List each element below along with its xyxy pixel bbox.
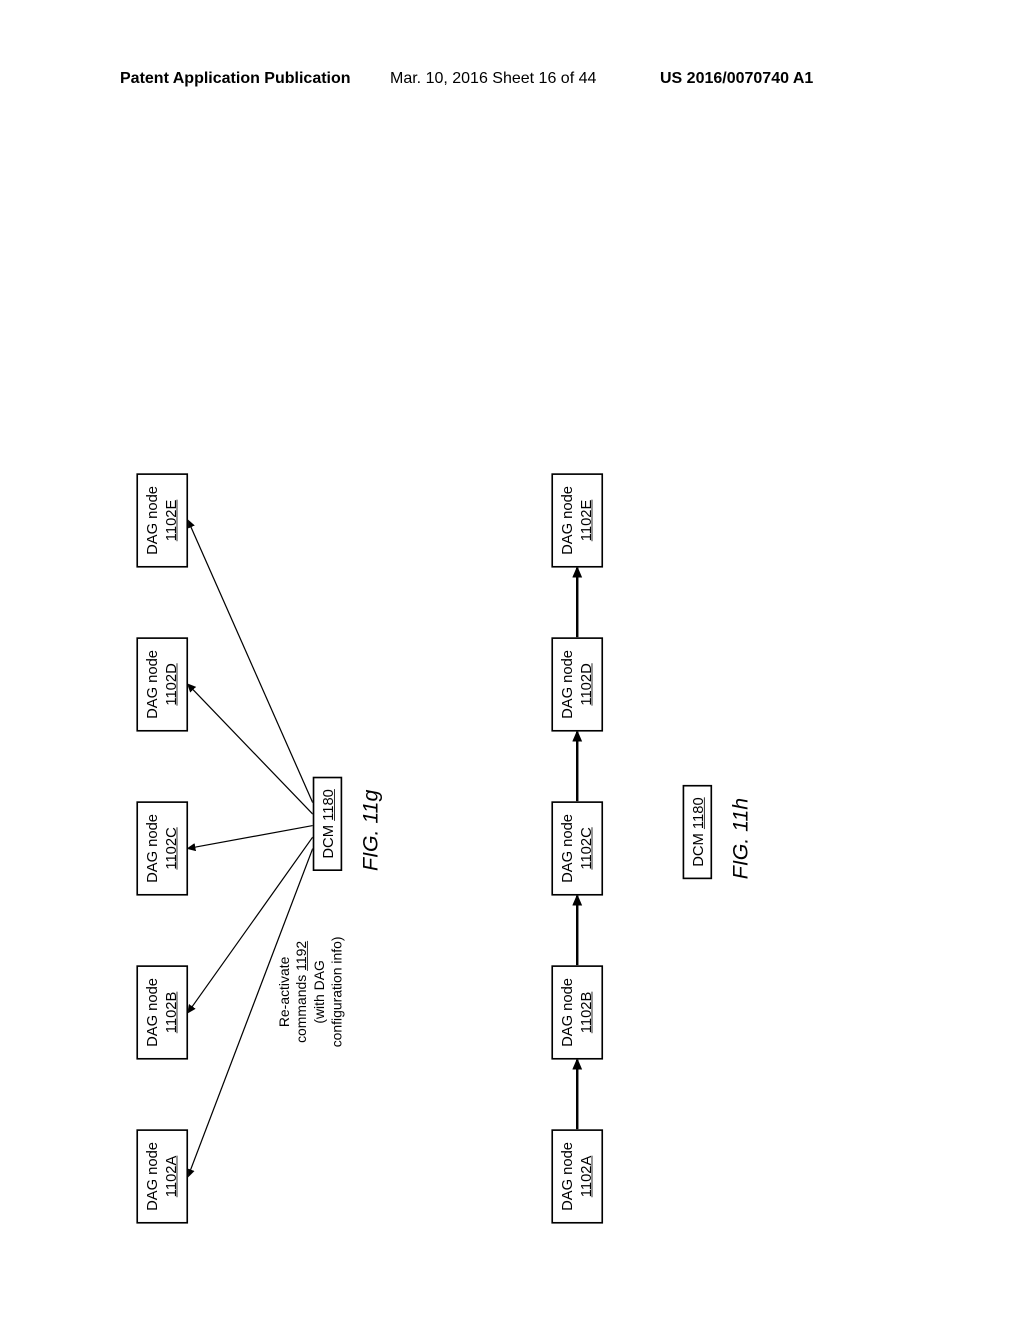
- dag-node-1102b: DAG node 1102B: [136, 965, 188, 1059]
- dcm-ref: 1180: [690, 797, 706, 829]
- node-label: DAG node: [559, 814, 575, 883]
- dag-node-1102a-h: DAG node 1102A: [551, 1129, 603, 1223]
- node-label: DAG node: [144, 978, 160, 1047]
- page-header: Patent Application Publication Mar. 10, …: [0, 70, 1024, 100]
- dcm-box-11g: DCM 1180: [313, 777, 343, 871]
- header-right: US 2016/0070740 A1: [660, 70, 813, 88]
- node-label: DAG node: [559, 486, 575, 555]
- anno-line2b: 1192: [294, 941, 310, 971]
- node-ref: 1102A: [577, 1156, 593, 1198]
- dag-node-1102e: DAG node 1102E: [136, 473, 188, 567]
- node-label: DAG node: [559, 978, 575, 1047]
- fig-11g-label: FIG. 11g: [358, 790, 383, 871]
- fig-11h-label: FIG. 11h: [728, 798, 753, 879]
- node-ref: 1102C: [577, 827, 593, 869]
- fig-11g-canvas: DAG node 1102A DAG node 1102B DAG node 1…: [120, 453, 399, 1240]
- reactivate-annotation: Re-activate commands 1192 (with DAG conf…: [276, 936, 346, 1047]
- dcm-text: DCM: [320, 825, 336, 859]
- node-ref: 1102D: [577, 663, 593, 705]
- dcm-ref: 1180: [320, 789, 336, 821]
- node-ref: 1102A: [162, 1156, 178, 1198]
- dag-node-1102d: DAG node 1102D: [136, 637, 188, 731]
- dag-node-1102d-h: DAG node 1102D: [551, 637, 603, 731]
- node-label: DAG node: [559, 1142, 575, 1211]
- dag-node-1102a: DAG node 1102A: [136, 1129, 188, 1223]
- header-middle: Mar. 10, 2016 Sheet 16 of 44: [390, 70, 596, 88]
- anno-line2a: commands: [294, 971, 310, 1043]
- node-ref: 1102D: [162, 663, 178, 705]
- node-ref: 1102E: [577, 500, 593, 542]
- node-label: DAG node: [144, 486, 160, 555]
- node-label: DAG node: [144, 650, 160, 719]
- anno-line3: (with DAG: [311, 960, 327, 1024]
- dag-node-1102e-h: DAG node 1102E: [551, 473, 603, 567]
- node-ref: 1102E: [162, 500, 178, 542]
- dag-node-1102b-h: DAG node 1102B: [551, 965, 603, 1059]
- dag-node-1102c: DAG node 1102C: [136, 801, 188, 895]
- node-ref: 1102B: [162, 992, 178, 1034]
- node-label: DAG node: [559, 650, 575, 719]
- anno-line1: Re-activate: [277, 957, 293, 1028]
- dag-node-1102c-h: DAG node 1102C: [551, 801, 603, 895]
- rotated-wrapper: DAG node 1102A DAG node 1102B DAG node 1…: [120, 130, 905, 1240]
- fig-11h-canvas: DAG node 1102A DAG node 1102B DAG node 1…: [535, 453, 769, 1240]
- node-ref: 1102C: [162, 827, 178, 869]
- node-label: DAG node: [144, 1142, 160, 1211]
- node-label: DAG node: [144, 814, 160, 883]
- node-ref: 1102B: [577, 992, 593, 1034]
- diagram-area: DAG node 1102A DAG node 1102B DAG node 1…: [120, 130, 905, 1240]
- dcm-box-11h: DCM 1180: [683, 785, 713, 879]
- dcm-text: DCM: [690, 833, 706, 867]
- header-left: Patent Application Publication: [120, 70, 351, 88]
- page: Patent Application Publication Mar. 10, …: [0, 0, 1024, 1320]
- anno-line4: configuration info): [329, 936, 345, 1047]
